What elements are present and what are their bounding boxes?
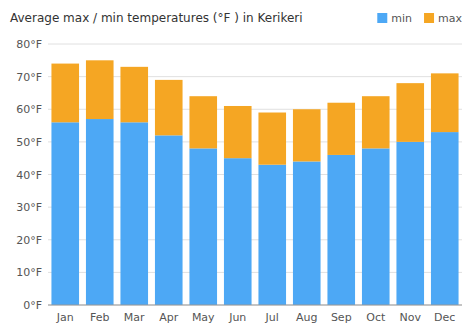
bar <box>86 119 114 305</box>
bars <box>51 60 458 305</box>
x-tick-label: Jan <box>56 311 74 324</box>
grid <box>48 44 462 305</box>
y-tick-label: 30°F <box>16 201 42 214</box>
x-tick-label: Dec <box>434 311 455 324</box>
bar <box>155 80 183 135</box>
bar <box>51 64 79 123</box>
bar <box>224 158 252 305</box>
x-tick-label: Aug <box>296 311 317 324</box>
legend: min max <box>377 12 462 25</box>
title: Average max / min temperatures (°F ) in … <box>10 11 303 25</box>
legend-item: max <box>424 12 462 25</box>
bar <box>189 148 217 305</box>
bar <box>362 96 390 148</box>
bar <box>431 132 459 305</box>
bar <box>258 165 286 305</box>
legend-label: max <box>438 12 462 25</box>
y-tick-label: 50°F <box>16 136 42 149</box>
x-tick-label: May <box>192 311 215 324</box>
x-tick-label: Oct <box>366 311 386 324</box>
x-tick-label: Feb <box>90 311 109 324</box>
grid-line <box>48 305 462 306</box>
grid-line <box>48 44 462 45</box>
legend-swatch <box>424 13 434 23</box>
legend-label: min <box>391 12 412 25</box>
y-tick-label: 20°F <box>16 234 42 247</box>
y-tick-label: 70°F <box>16 71 42 84</box>
x-tick-label: Sep <box>331 311 352 324</box>
bar <box>327 103 355 155</box>
bar <box>431 73 459 132</box>
legend-item: min <box>377 12 412 25</box>
y-tick-label: 40°F <box>16 169 42 182</box>
legend-swatch <box>377 13 387 23</box>
x-tick-label: Jun <box>228 311 246 324</box>
x-tick-label: Nov <box>400 311 422 324</box>
bar <box>362 148 390 305</box>
bar <box>189 96 217 148</box>
x-tick-label: Jul <box>265 311 279 324</box>
y-tick-label: 10°F <box>16 266 42 279</box>
bar <box>396 142 424 305</box>
y-tick-label: 60°F <box>16 103 42 116</box>
bar <box>155 135 183 305</box>
bar <box>293 109 321 161</box>
x-axis <box>48 305 462 306</box>
bar <box>224 106 252 158</box>
y-tick-label: 80°F <box>16 38 42 51</box>
bar <box>327 155 355 305</box>
bar <box>120 122 148 305</box>
bar <box>396 83 424 142</box>
bar <box>86 60 114 119</box>
x-tick-label: Apr <box>159 311 179 324</box>
bar <box>51 122 79 305</box>
x-tick-label: Mar <box>124 311 145 324</box>
bar <box>258 113 286 165</box>
bar <box>120 67 148 122</box>
bar <box>293 161 321 305</box>
y-tick-label: 0°F <box>23 299 42 312</box>
chart: 0°F 10°F 20°F 30°F 40°F 50°F 60°F 70°F 80°F Jan Fe… <box>0 0 474 331</box>
